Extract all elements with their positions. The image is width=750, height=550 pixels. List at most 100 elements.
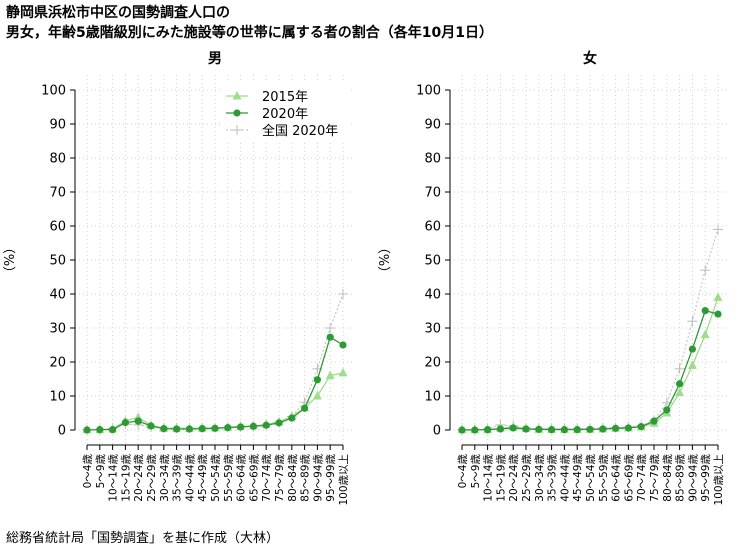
- data-point: [262, 421, 270, 429]
- chart-title: 静岡県浜松市中区の国勢調査人口の 男女，年齢5歳階級別にみた施設等の世帯に属する…: [6, 3, 493, 43]
- data-point: [573, 426, 581, 434]
- legend-background: [220, 83, 350, 141]
- y-tick-label: 10: [424, 390, 441, 405]
- data-point: [700, 265, 711, 276]
- y-tick-label: 20: [49, 356, 66, 371]
- chart-title-line-2: 男女，年齢5歳階級別にみた施設等の世帯に属する者の割合（各年10月1日）: [6, 25, 493, 41]
- data-point: [676, 380, 684, 388]
- x-tick-label: 5～9歳: [95, 454, 107, 489]
- data-point: [339, 341, 347, 349]
- data-point: [701, 307, 709, 315]
- source-note: 総務省統計局「国勢調査」を基に作成（大林）: [6, 531, 280, 546]
- x-tick-label: 0～4歳: [457, 454, 469, 489]
- data-point: [237, 423, 245, 431]
- y-tick-label: 100: [416, 84, 441, 99]
- data-point: [96, 426, 104, 434]
- data-point: [586, 425, 594, 433]
- data-point: [338, 289, 348, 299]
- x-tick-label: 10～14歳: [108, 454, 120, 502]
- data-point: [121, 418, 129, 427]
- data-point: [637, 423, 645, 431]
- data-point: [509, 424, 517, 432]
- panel-title: 男: [208, 51, 222, 67]
- chart-panel-male: 0 10 20 30 40 50 60 70 80 90 100 0～4歳 5～9歳 10～14歳 15～1…: [3, 51, 355, 506]
- x-tick-label: 5～9歳: [470, 454, 482, 489]
- data-point: [688, 345, 697, 353]
- data-point: [313, 376, 321, 384]
- x-tick-label: 85～89歳: [300, 454, 312, 502]
- legend-item: 2015年: [226, 90, 308, 105]
- y-tick-label: 50: [424, 254, 441, 269]
- x-tick-label: 30～34歳: [534, 454, 546, 502]
- data-point: [522, 425, 530, 433]
- y-tick-label: 80: [49, 152, 66, 167]
- x-tick-label: 75～79歳: [649, 454, 661, 502]
- x-tick-label: 35～39歳: [172, 454, 184, 502]
- data-point: [325, 323, 336, 333]
- x-tick-label: 45～49歳: [197, 454, 209, 502]
- x-tick-label: 50～54歳: [585, 454, 597, 502]
- y-tick-label: 30: [424, 322, 441, 337]
- y-tick-label: 70: [424, 186, 441, 201]
- data-point: [338, 367, 348, 377]
- data-point: [173, 425, 181, 433]
- x-tick-label: 60～64歳: [236, 454, 248, 502]
- x-tick-label: 40～44歳: [184, 454, 196, 502]
- x-tick-label: 15～19歳: [495, 454, 507, 502]
- x-tick-label: 75～79歳: [274, 454, 286, 502]
- data-point: [650, 417, 658, 425]
- legend-label: 全国 2020年: [262, 123, 338, 139]
- x-tick-label: 55～59歳: [598, 454, 610, 502]
- legend-marker: [233, 109, 241, 117]
- data-point: [147, 422, 155, 430]
- data-point: [185, 425, 193, 433]
- x-tick-label: 95～99歳: [700, 454, 712, 502]
- data-point: [687, 316, 698, 327]
- data-point: [325, 370, 335, 380]
- data-point: [496, 425, 504, 433]
- y-tick-label: 40: [424, 288, 441, 303]
- data-point: [612, 424, 620, 432]
- data-point: [83, 426, 91, 434]
- data-point: [249, 422, 257, 430]
- y-tick-label: 80: [424, 152, 441, 167]
- x-tick-label: 25～29歳: [146, 454, 158, 502]
- x-tick-label: 80～84歳: [287, 454, 299, 502]
- data-point: [560, 426, 569, 434]
- data-point: [484, 426, 492, 434]
- x-tick-label: 40～44歳: [559, 454, 571, 502]
- y-tick-label: 0: [58, 424, 66, 439]
- x-tick-label: 50～54歳: [210, 454, 222, 502]
- x-tick-label: 15～19歳: [120, 454, 132, 502]
- data-point: [700, 329, 710, 339]
- x-tick-label: 0～4歳: [82, 454, 94, 489]
- y-tick-label: 90: [49, 118, 66, 133]
- x-tick-label: 100歳以上: [713, 454, 725, 506]
- chart-title-line-1: 静岡県浜松市中区の国勢調査人口の: [6, 5, 230, 21]
- y-tick-label: 60: [424, 220, 441, 235]
- y-tick-label: 10: [49, 390, 66, 405]
- data-point: [624, 424, 633, 432]
- panel-title: 女: [583, 50, 597, 67]
- data-point: [134, 417, 142, 425]
- x-tick-label: 30～34歳: [159, 454, 171, 502]
- x-tick-label: 25～29歳: [521, 454, 533, 502]
- data-point: [599, 425, 607, 433]
- x-tick-label: 10～14歳: [483, 454, 495, 502]
- data-point: [714, 310, 722, 318]
- x-tick-label: 100歳以上: [338, 454, 350, 506]
- x-tick-label: 20～24歳: [133, 454, 145, 502]
- legend-item: 全国 2020年: [226, 123, 338, 139]
- data-point: [535, 425, 543, 433]
- x-tick-label: 70～74歳: [261, 454, 273, 502]
- data-point: [674, 363, 685, 374]
- data-point: [288, 414, 296, 422]
- x-tick-label: 65～69歳: [248, 454, 260, 502]
- x-tick-label: 60～64歳: [611, 454, 623, 502]
- y-axis-label: （%）: [378, 241, 393, 279]
- y-tick-label: 50: [49, 254, 66, 269]
- y-tick-label: 20: [424, 356, 441, 371]
- data-point: [224, 424, 232, 432]
- x-tick-label: 85～89歳: [675, 454, 687, 502]
